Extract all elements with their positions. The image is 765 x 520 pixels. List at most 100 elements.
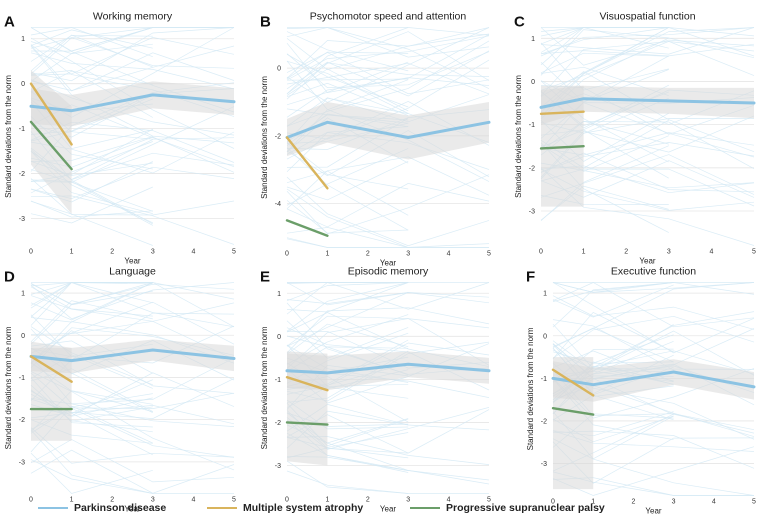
x-tick-label: 3 bbox=[667, 249, 671, 256]
y-tick-label: -3 bbox=[541, 461, 547, 468]
panel-title: Working memory bbox=[93, 11, 173, 23]
individual-trajectory bbox=[286, 82, 409, 116]
y-tick-label: 0 bbox=[21, 333, 25, 340]
individual-trajectory bbox=[30, 29, 153, 49]
individual-trajectory bbox=[540, 52, 669, 74]
y-tick-label: -1 bbox=[19, 375, 25, 382]
x-tick-label: 5 bbox=[752, 499, 756, 506]
series-line-msa bbox=[29, 355, 73, 383]
individual-trajectory bbox=[286, 460, 489, 494]
individual-trajectory bbox=[286, 51, 409, 79]
individual-trajectory bbox=[286, 282, 490, 306]
individual-trajectory bbox=[286, 61, 409, 106]
individual-trajectory bbox=[286, 147, 409, 231]
individual-trajectory bbox=[286, 174, 490, 235]
individual-trajectory bbox=[540, 41, 755, 91]
individual-trajectory bbox=[286, 318, 490, 369]
y-tick-label: -3 bbox=[275, 463, 281, 470]
x-tick-label: 2 bbox=[624, 249, 628, 256]
individual-trajectory bbox=[286, 156, 490, 210]
x-tick-label: 0 bbox=[29, 497, 33, 504]
confidence-band-1 bbox=[31, 347, 72, 441]
y-axis-label: Standard deviations from the norm bbox=[4, 75, 13, 198]
panel-title: Episodic memory bbox=[348, 266, 429, 278]
x-tick-label: 0 bbox=[551, 499, 555, 506]
panel-letter: C bbox=[514, 14, 525, 31]
panel-b: 0 -2 -4 0 1 2 3 4 5 Year Standard deviations from … bbox=[260, 11, 491, 268]
individual-trajectory bbox=[30, 27, 234, 52]
x-tick-label: 4 bbox=[447, 497, 451, 504]
individual-trajectory bbox=[30, 27, 235, 82]
legend-item-parkinson: Parkinson disease bbox=[38, 497, 166, 519]
series-line-msa bbox=[285, 136, 329, 190]
y-tick-label: -3 bbox=[19, 459, 25, 466]
individual-trajectory bbox=[552, 282, 754, 328]
series-line-pd bbox=[285, 362, 491, 375]
legend-item-msa: Multiple system atrophy bbox=[207, 497, 363, 519]
confidence-band-0 bbox=[541, 85, 754, 125]
legend: Parkinson disease Multiple system atroph… bbox=[0, 497, 765, 519]
individual-trajectory bbox=[552, 282, 755, 354]
individual-trajectory bbox=[286, 78, 409, 81]
panel-letter: E bbox=[260, 269, 270, 286]
legend-swatch-parkinson bbox=[38, 507, 68, 509]
x-tick-label: 0 bbox=[539, 249, 543, 256]
y-tick-label: -1 bbox=[541, 376, 547, 383]
series-line-msa bbox=[551, 368, 595, 397]
y-tick-label: -3 bbox=[19, 216, 25, 223]
individual-trajectory bbox=[286, 307, 490, 354]
panel-d: 1 0 -1 -2 -3 0 1 2 3 4 5 Year Standard deviations fr… bbox=[4, 266, 236, 514]
panel-letter: F bbox=[526, 269, 535, 286]
y-tick-label: -2 bbox=[529, 165, 535, 172]
individual-trajectory bbox=[540, 27, 669, 37]
x-axis-label: Year bbox=[380, 505, 397, 514]
y-tick-label: -2 bbox=[275, 133, 281, 140]
x-tick-label: 3 bbox=[151, 249, 155, 256]
x-tick-label: 2 bbox=[366, 497, 370, 504]
individual-trajectory bbox=[286, 31, 409, 72]
x-axis-label: Year bbox=[380, 259, 397, 268]
y-tick-label: -2 bbox=[541, 418, 547, 425]
panel-title: Visuospatial function bbox=[599, 11, 695, 23]
series-line-psp bbox=[285, 421, 329, 426]
individual-trajectory bbox=[30, 166, 235, 199]
individual-trajectory bbox=[30, 37, 235, 76]
individual-trajectory bbox=[540, 50, 669, 57]
panel-a: 1 0 -1 -2 -3 0 1 2 3 4 5 Year Standard deviations fr… bbox=[4, 11, 236, 266]
series-line-psp bbox=[285, 219, 329, 237]
individual-trajectory bbox=[552, 284, 674, 318]
x-tick-label: 0 bbox=[29, 249, 33, 256]
y-axis-label: Standard deviations from the norm bbox=[260, 326, 269, 449]
individual-trajectory bbox=[30, 282, 153, 345]
individual-trajectory bbox=[30, 459, 234, 494]
individual-trajectory bbox=[286, 200, 409, 234]
x-tick-label: 5 bbox=[232, 249, 236, 256]
y-axis-label: Standard deviations from the norm bbox=[4, 326, 13, 449]
individual-trajectory bbox=[286, 183, 490, 228]
individual-trajectory bbox=[540, 66, 669, 97]
y-tick-label: 0 bbox=[21, 81, 25, 88]
confidence-band-1 bbox=[287, 351, 328, 466]
y-axis-label: Standard deviations from the norm bbox=[526, 327, 535, 450]
x-tick-label: 3 bbox=[406, 497, 410, 504]
individual-trajectory bbox=[31, 27, 153, 58]
panel-e: 1 0 -1 -2 -3 0 1 2 3 4 5 Year Standard deviations fr… bbox=[260, 266, 491, 514]
individual-trajectory bbox=[286, 282, 409, 332]
x-tick-label: 0 bbox=[285, 497, 289, 504]
x-tick-label: 1 bbox=[70, 249, 74, 256]
x-tick-label: 3 bbox=[151, 497, 155, 504]
series-line-msa bbox=[285, 376, 329, 392]
individual-trajectory bbox=[286, 27, 490, 103]
series-line-psp bbox=[539, 144, 585, 150]
individual-trajectory bbox=[286, 176, 490, 247]
panel-title: Executive function bbox=[611, 266, 696, 278]
individual-trajectory bbox=[30, 282, 235, 323]
x-tick-label: 2 bbox=[110, 249, 114, 256]
individual-trajectory bbox=[30, 27, 234, 52]
individual-trajectory bbox=[30, 449, 235, 494]
x-axis-label: Year bbox=[124, 505, 141, 514]
individual-trajectory bbox=[552, 282, 755, 293]
individual-trajectory bbox=[30, 282, 153, 306]
x-tick-label: 1 bbox=[325, 497, 329, 504]
individual-trajectory bbox=[30, 44, 235, 92]
